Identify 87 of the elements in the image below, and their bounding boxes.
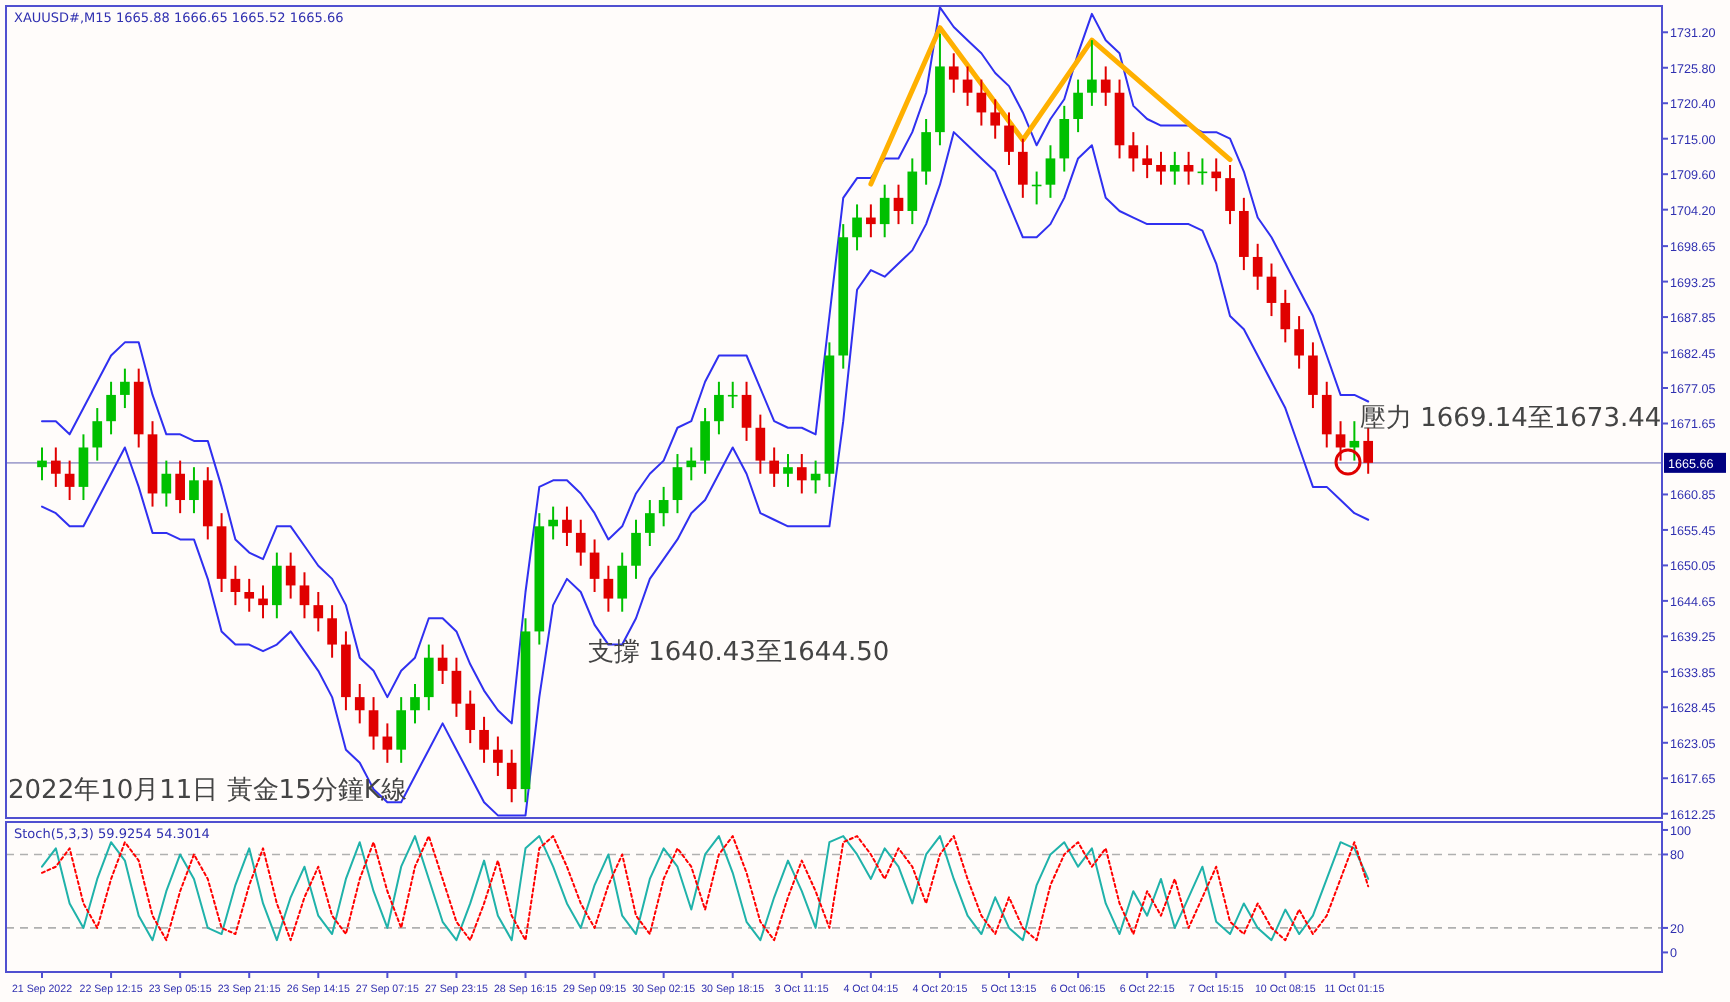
- candlestick: [1225, 163, 1235, 226]
- candlestick: [423, 643, 434, 712]
- candlestick: [479, 715, 489, 764]
- candlestick: [658, 485, 669, 528]
- candlestick: [1335, 420, 1346, 462]
- candlestick: [465, 689, 476, 745]
- candlestick: [175, 459, 185, 515]
- candlestick: [1073, 78, 1083, 134]
- candlestick: [727, 380, 738, 410]
- candlestick: [327, 604, 337, 659]
- candlestick: [506, 748, 517, 804]
- candlestick: [617, 551, 628, 613]
- candlestick: [189, 466, 199, 515]
- candlestick: [575, 518, 586, 567]
- candlestick: [866, 203, 876, 239]
- candlestick: [893, 183, 904, 226]
- candlestick: [948, 52, 959, 94]
- candlestick: [451, 656, 462, 718]
- candlestick: [272, 551, 282, 620]
- candlestick: [990, 98, 1001, 140]
- candlestick: [783, 453, 793, 488]
- candlestick: [299, 571, 310, 620]
- candlestick: [852, 203, 862, 252]
- annotation: 支撐 1640.43至1644.50: [588, 638, 890, 668]
- candlestick: [769, 446, 779, 488]
- candlestick: [106, 380, 116, 436]
- candlestick: [686, 446, 697, 482]
- candlestick: [1142, 144, 1152, 180]
- candlestick: [1169, 150, 1180, 186]
- candlestick: [161, 459, 172, 508]
- candlestick: [313, 591, 324, 633]
- candlestick: [37, 446, 47, 482]
- candlestick: [1294, 315, 1304, 370]
- candlestick: [1059, 104, 1070, 173]
- candlestick: [64, 459, 75, 502]
- candlestick: [962, 65, 973, 107]
- candlestick: [1239, 196, 1249, 272]
- candlestick: [354, 682, 365, 725]
- candlestick: [796, 453, 807, 495]
- candlestick: [1266, 262, 1277, 318]
- candlestick: [437, 643, 448, 685]
- candlestick: [1100, 65, 1111, 107]
- candlestick: [230, 564, 241, 607]
- line-series: [868, 25, 1233, 187]
- candlestick: [78, 433, 89, 502]
- candlestick: [493, 735, 503, 777]
- candlestick: [50, 446, 61, 488]
- candlestick: [1045, 144, 1056, 199]
- candlestick: [1087, 39, 1097, 107]
- candlestick: [202, 466, 213, 541]
- candlestick: [755, 413, 766, 475]
- candlestick: [976, 78, 987, 127]
- candlestick: [907, 157, 918, 226]
- candlestick: [589, 538, 600, 594]
- candlestick: [1183, 150, 1194, 186]
- candlestick: [258, 584, 268, 620]
- candlestick: [382, 722, 393, 764]
- candlestick: [1128, 131, 1139, 173]
- candlestick: [603, 564, 614, 613]
- candlestick: [645, 499, 655, 548]
- candlestick: [1211, 157, 1222, 193]
- annotation: 2022年10月11日 黃金15分鐘K線: [8, 776, 407, 806]
- candlestick: [741, 380, 752, 442]
- candlestick: [714, 380, 724, 436]
- candlestick: [562, 505, 572, 548]
- candlestick: [1156, 150, 1166, 186]
- candlestick: [92, 407, 103, 462]
- candlestick: [285, 551, 296, 600]
- candlestick: [879, 183, 890, 239]
- candlestick: [120, 367, 130, 410]
- candlestick: [548, 505, 558, 541]
- candlestick: [1321, 380, 1332, 449]
- candlestick: [396, 696, 407, 764]
- candlestick: [1017, 137, 1028, 199]
- candlestick: [1308, 341, 1318, 410]
- candlestick: [700, 407, 710, 475]
- candlestick: [1004, 111, 1014, 166]
- candlestick: [244, 577, 255, 613]
- candlestick: [921, 118, 931, 186]
- candlestick: [631, 518, 641, 580]
- annotation: 壓力 1669.14至1673.44: [1360, 404, 1662, 434]
- candlestick: [368, 696, 379, 751]
- candlestick: [410, 682, 420, 725]
- candlestick: [1280, 288, 1291, 344]
- candlestick: [1252, 242, 1263, 291]
- candlestick: [1363, 426, 1374, 475]
- candlestick: [672, 453, 683, 515]
